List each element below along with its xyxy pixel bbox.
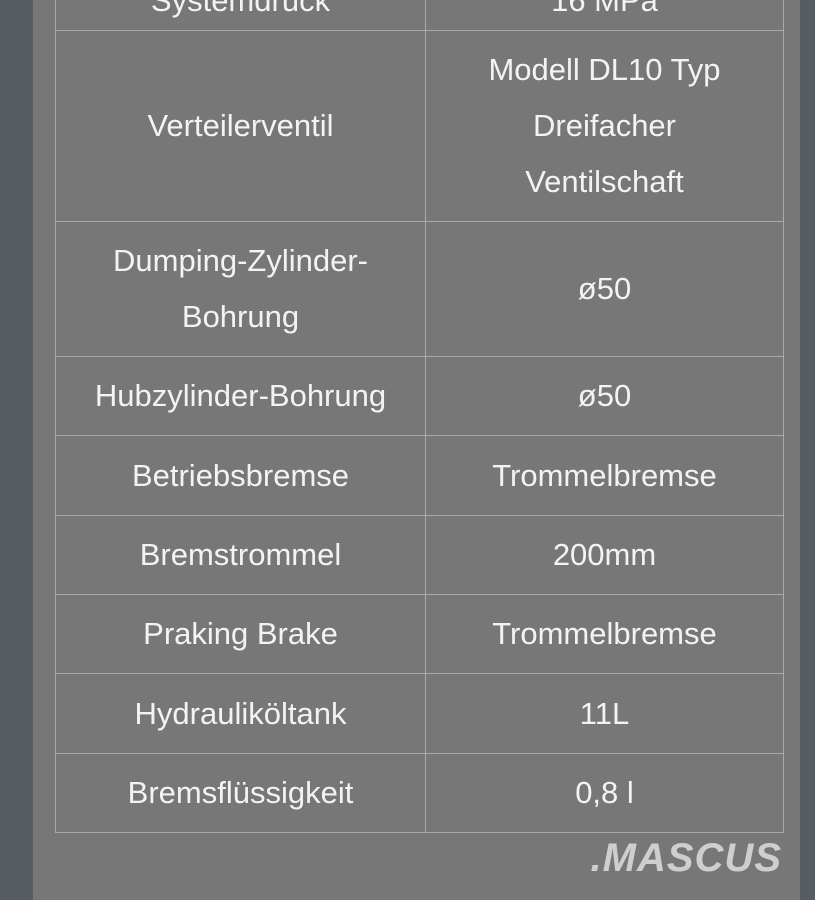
spec-label: Systemdruck (55, 0, 426, 31)
watermark: .MASCUS (590, 836, 782, 880)
spec-label: Bremstrommel (55, 515, 426, 595)
spec-label: Betriebsbremse (55, 435, 426, 516)
spec-value: Modell DL10 Typ Dreifacher Ventilschaft (425, 30, 784, 222)
spec-value: ø50 (425, 221, 784, 357)
spec-value: 11L (425, 673, 784, 754)
spec-label: Praking Brake (55, 594, 426, 674)
spec-value: 16 MPa (425, 0, 784, 31)
spec-label: Verteilerventil (55, 30, 426, 222)
table-row: Dumping-Zylinder-Bohrung ø50 (55, 221, 784, 357)
spec-label: Hubzylinder-Bohrung (55, 356, 426, 436)
spec-label: Dumping-Zylinder-Bohrung (55, 221, 426, 357)
spec-value: 0,8 l (425, 753, 784, 833)
table-row: Betriebsbremse Trommelbremse (55, 435, 784, 516)
table-row: Systemdruck 16 MPa (55, 0, 784, 31)
table-row: Praking Brake Trommelbremse (55, 594, 784, 674)
spec-value: Trommelbremse (425, 435, 784, 516)
spec-value: ø50 (425, 356, 784, 436)
spec-label: Hydrauliköltank (55, 673, 426, 754)
table-row: Bremstrommel 200mm (55, 515, 784, 595)
table-row: Hubzylinder-Bohrung ø50 (55, 356, 784, 436)
spec-value: 200mm (425, 515, 784, 595)
table-row: Bremsflüssigkeit 0,8 l (55, 753, 784, 833)
panel: Systemdruck 16 MPa Verteilerventil Modell D… (33, 0, 800, 900)
table-row: Verteilerventil Modell DL10 Typ Dreifache… (55, 30, 784, 222)
spec-label: Bremsflüssigkeit (55, 753, 426, 833)
spec-value: Trommelbremse (425, 594, 784, 674)
table-row: Hydrauliköltank 11L (55, 673, 784, 754)
spec-table: Systemdruck 16 MPa Verteilerventil Modell D… (55, 0, 784, 833)
